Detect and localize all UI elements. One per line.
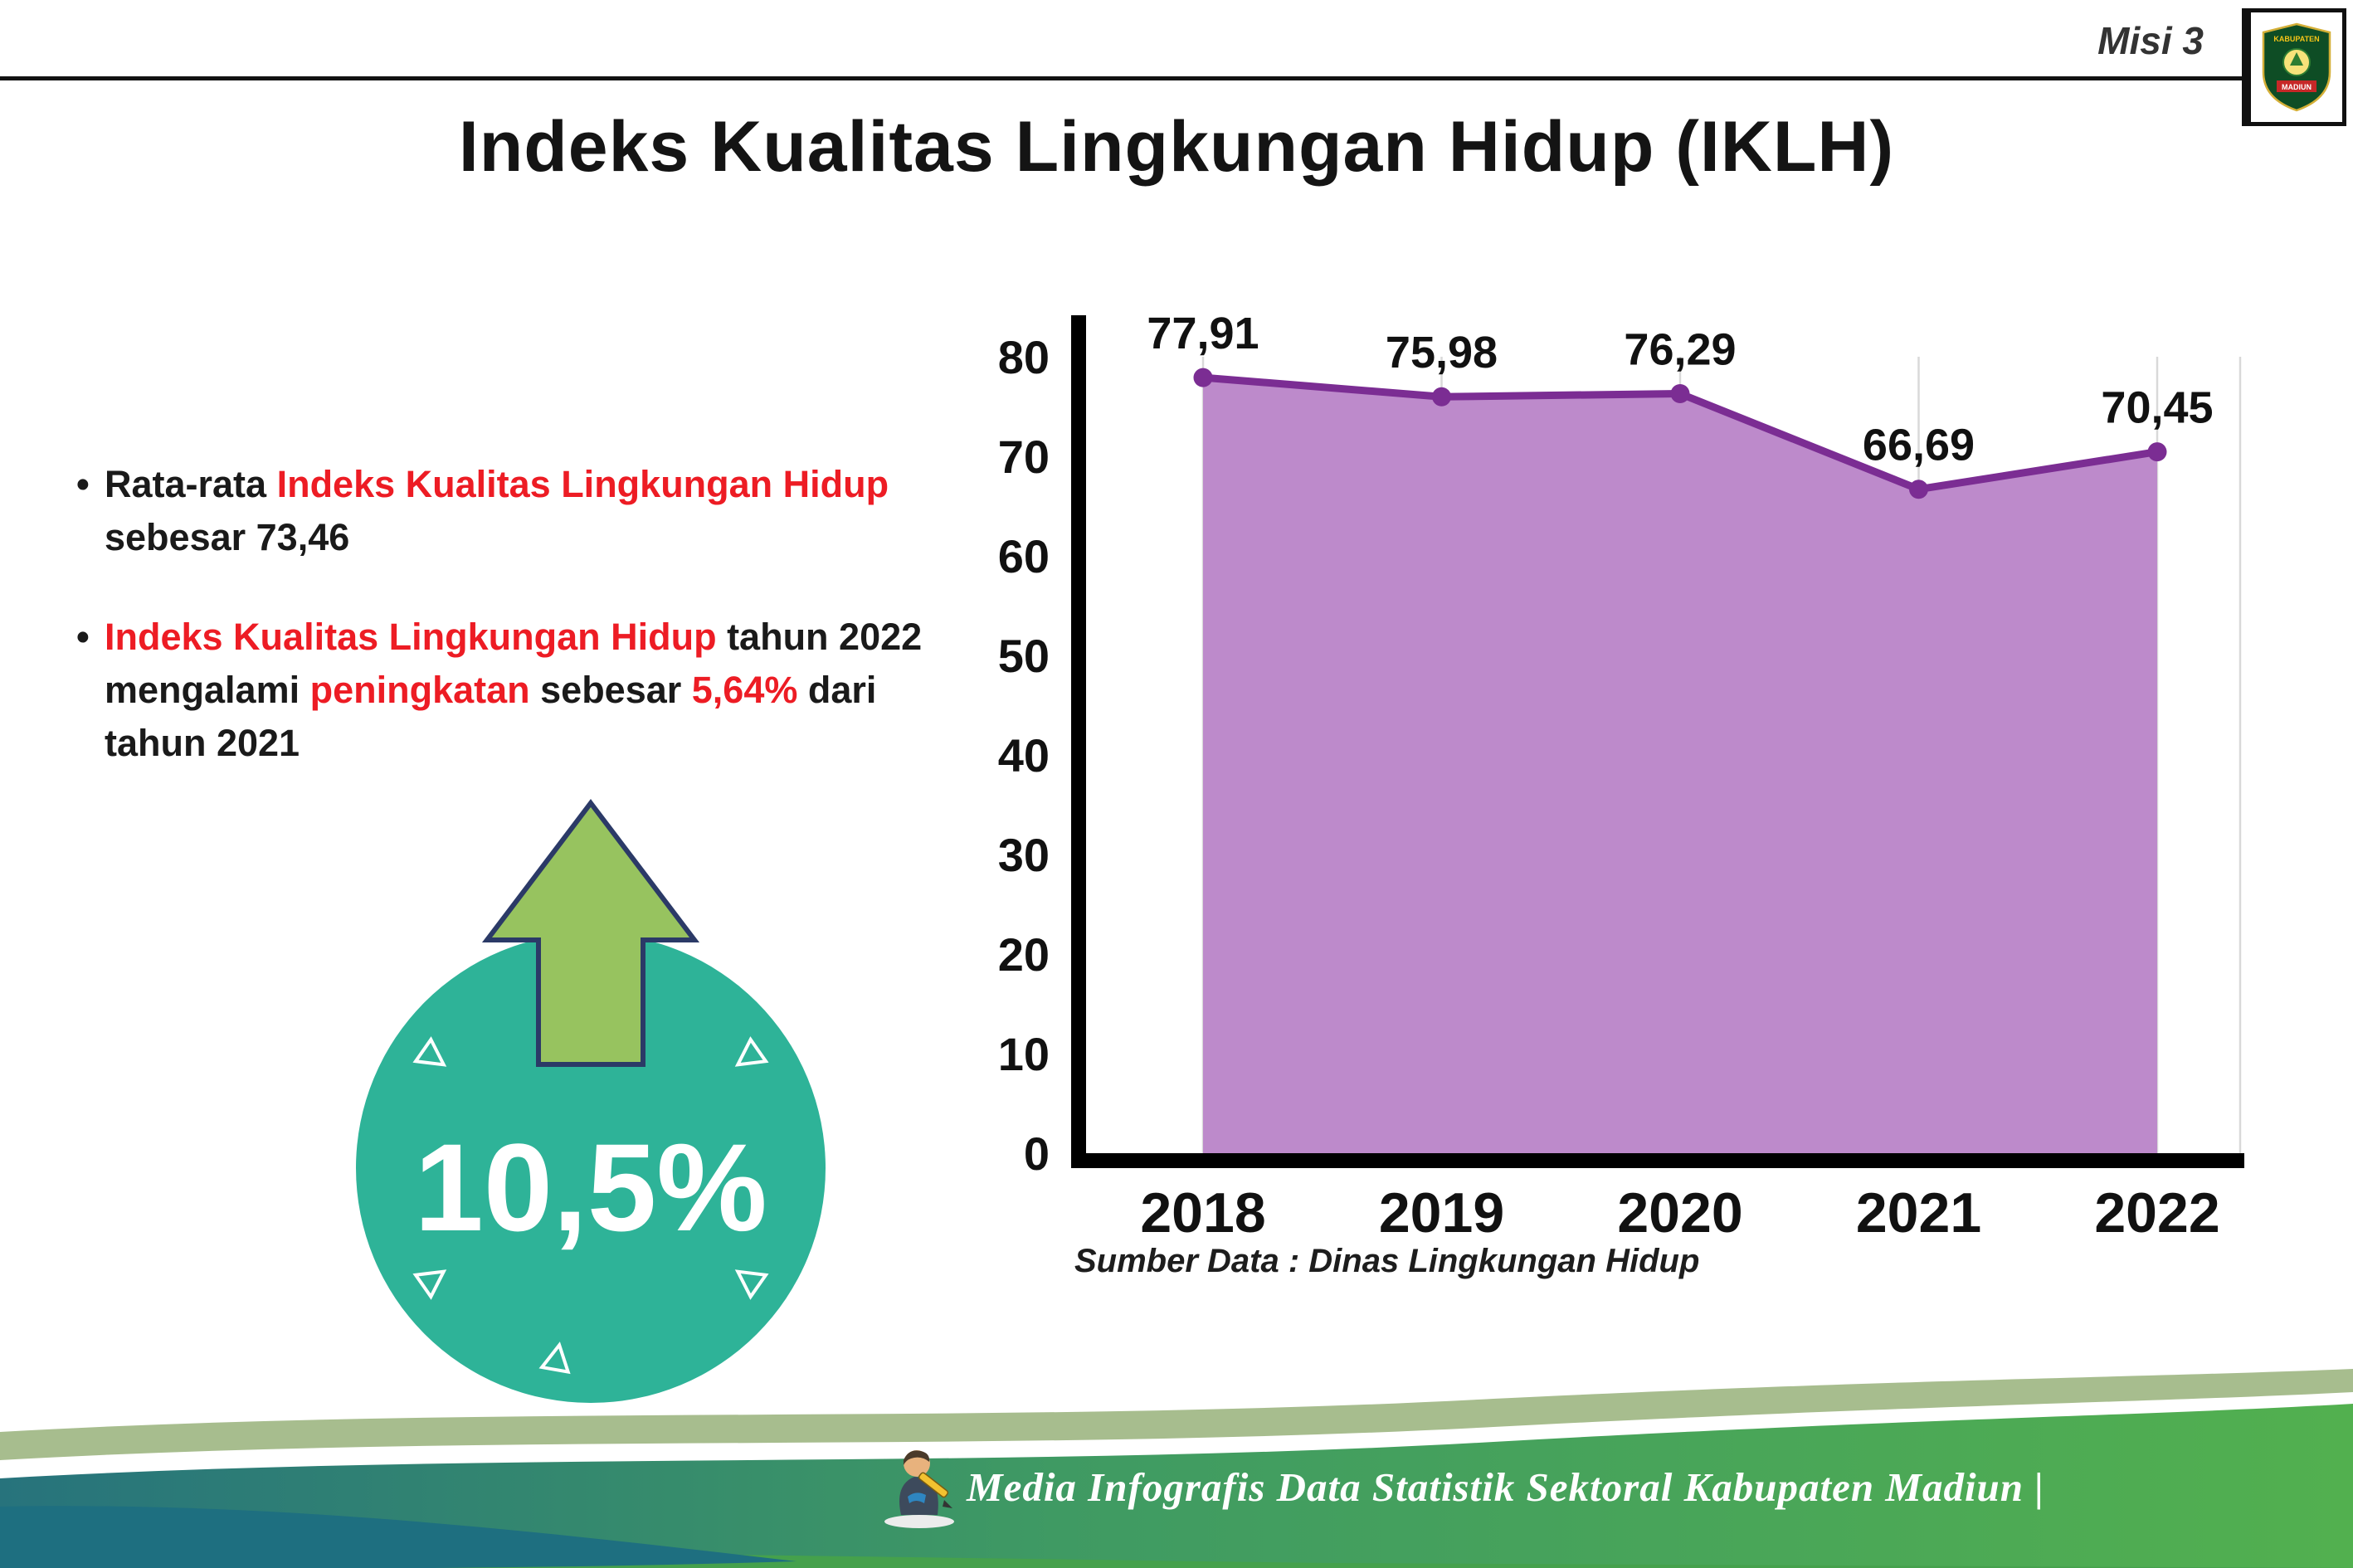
svg-text:77,91: 77,91	[1147, 309, 1259, 358]
svg-text:75,98: 75,98	[1386, 328, 1498, 377]
svg-text:10: 10	[998, 1028, 1050, 1080]
bullet-item: • Indeks Kualitas Lingkungan Hidup tahun …	[76, 611, 939, 770]
svg-text:0: 0	[1024, 1127, 1050, 1180]
svg-text:2019: 2019	[1379, 1181, 1504, 1244]
misi-label: Misi 3	[2097, 19, 2204, 62]
svg-text:76,29: 76,29	[1624, 325, 1736, 375]
iklh-area-chart: 77,91 75,98 76,29 66,69 70,45 0 10 20 30 40 50 60 70…	[998, 309, 2244, 1244]
footer-caption: Media Infografis Data Statistik Sektoral…	[967, 1464, 2045, 1510]
svg-text:70,45: 70,45	[2101, 383, 2213, 433]
logo-top-text: KABUPATEN	[2273, 35, 2319, 43]
badge-tick-triangles	[412, 1036, 769, 1375]
kabupaten-madiun-logo: KABUPATEN MADIUN	[2242, 8, 2346, 126]
bullet-text: Indeks Kualitas Lingkungan Hidup tahun 2…	[105, 615, 923, 764]
bullet-dot: •	[76, 615, 90, 658]
increase-badge: 10,5%	[356, 799, 826, 1403]
svg-text:2018: 2018	[1140, 1181, 1265, 1244]
page-title: Indeks Kualitas Lingkungan Hidup (IKLH)	[458, 107, 1895, 187]
svg-text:70: 70	[998, 431, 1050, 483]
svg-text:20: 20	[998, 928, 1050, 981]
svg-text:80: 80	[998, 331, 1050, 383]
footer-wave-main	[0, 1404, 2353, 1568]
svg-text:60: 60	[998, 530, 1050, 582]
footer-waves	[0, 1369, 2353, 1568]
svg-text:2021: 2021	[1856, 1181, 1981, 1244]
bullet-item: • Rata-rata Indeks Kualitas Lingkungan Hi…	[76, 458, 939, 564]
svg-text:40: 40	[998, 729, 1050, 782]
bullet-text: Rata-rata Indeks Kualitas Lingkungan Hid…	[105, 463, 889, 558]
badge-circle	[356, 933, 826, 1403]
mascot-icon	[884, 1450, 954, 1528]
header-rule	[0, 76, 2242, 80]
svg-text:2022: 2022	[2094, 1181, 2219, 1244]
bullet-dot: •	[76, 463, 90, 505]
logo-shield-icon: KABUPATEN MADIUN	[2262, 22, 2331, 112]
bullet-list: • Rata-rata Indeks Kualitas Lingkungan Hi…	[76, 458, 939, 816]
chart-source-note: Sumber Data : Dinas Lingkungan Hidup	[1074, 1243, 1700, 1279]
logo-bottom-text: MADIUN	[2282, 83, 2312, 91]
svg-text:66,69: 66,69	[1863, 421, 1975, 470]
footer-wave-dark-teal	[0, 1506, 797, 1568]
svg-text:2020: 2020	[1617, 1181, 1742, 1244]
badge-value: 10,5%	[414, 1118, 767, 1257]
up-arrow-icon	[481, 799, 700, 1067]
svg-text:50: 50	[998, 630, 1050, 682]
svg-text:30: 30	[998, 829, 1050, 881]
